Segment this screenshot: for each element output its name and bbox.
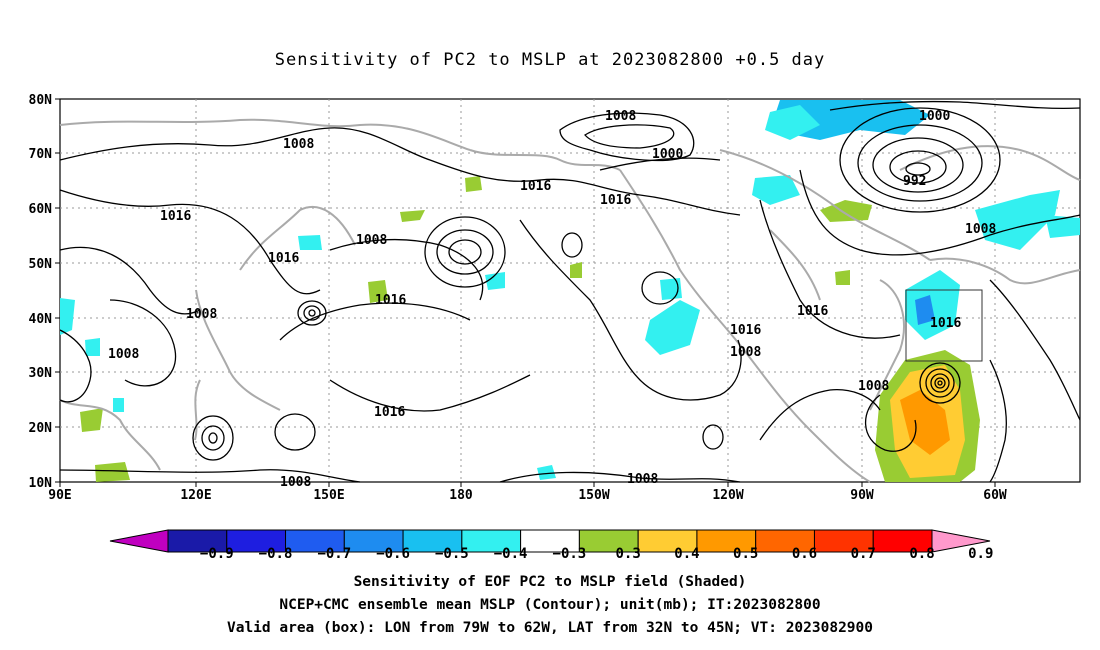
shade-green-6 — [570, 262, 582, 278]
colorbar-label: 0.5 — [733, 546, 758, 562]
lat-label: 50N — [29, 257, 53, 272]
colorbar-arrow-high — [931, 529, 991, 553]
contour-label: 1008 — [280, 475, 311, 490]
shade-green-8 — [95, 462, 130, 482]
lat-label: 30N — [29, 366, 53, 381]
contour-label: 1008 — [605, 109, 636, 124]
contour-label: 1008 — [108, 347, 139, 362]
contour-labels: 1008 1008 1000 1000 992 1016 1016 1016 1… — [108, 109, 996, 490]
contour-label: 1000 — [652, 147, 683, 162]
shade-cyan-west2 — [485, 272, 505, 290]
lon-label: 90W — [850, 488, 874, 503]
colorbar-label: −0.5 — [435, 546, 469, 562]
contour-label: 1016 — [600, 193, 631, 208]
contour-label: 1016 — [374, 405, 405, 420]
colorbar-label: −0.6 — [376, 546, 410, 562]
contour-label: 1008 — [283, 137, 314, 152]
contour-label: 1016 — [268, 251, 299, 266]
shade-green-3 — [400, 210, 425, 222]
contour-label: 1016 — [375, 293, 406, 308]
caption-contour: NCEP+CMC ensemble mean MSLP (Contour); u… — [279, 597, 821, 613]
shade-cyan-b — [975, 190, 1060, 250]
contour-label: 1008 — [356, 233, 387, 248]
colorbar-label: 0.3 — [616, 546, 641, 562]
lon-label: 90E — [48, 488, 71, 503]
contour-label: 1016 — [730, 323, 761, 338]
contour-label: 1008 — [858, 379, 889, 394]
shade-green-5 — [835, 270, 850, 285]
colorbar-label: −0.4 — [494, 546, 528, 562]
lon-label: 150E — [313, 488, 344, 503]
colorbar-label: −0.7 — [317, 546, 351, 562]
contour-label: 1008 — [186, 307, 217, 322]
contour-label: 1008 — [730, 345, 761, 360]
lon-label: 120W — [712, 488, 743, 503]
coastlines — [59, 118, 1081, 483]
contour-label: 992 — [903, 174, 926, 189]
colorbar: −0.9 −0.8 −0.7 −0.6 −0.5 −0.4 −0.3 0.3 0.4 0.5 0.6… — [109, 529, 993, 562]
lat-label: 20N — [29, 421, 53, 436]
shade-cyan-west5 — [113, 398, 124, 412]
shade-cyan-west1 — [298, 235, 322, 250]
contour-label: 1016 — [930, 316, 961, 331]
colorbar-label: 0.4 — [674, 546, 699, 562]
caption-shaded: Sensitivity of EOF PC2 to MSLP field (Sh… — [353, 574, 747, 590]
colorbar-label: −0.9 — [200, 546, 234, 562]
shade-cyan-pac — [645, 300, 700, 355]
lat-label: 70N — [29, 147, 53, 162]
lon-labels: 90E 120E 150E 180 150W 120W 90W 60W — [48, 488, 1007, 503]
contour-label: 1016 — [160, 209, 191, 224]
contour-label: 1000 — [919, 109, 950, 124]
shade-cyan-pac2 — [660, 278, 682, 300]
plot-title: Sensitivity of PC2 to MSLP at 2023082800… — [274, 50, 826, 70]
lon-label: 180 — [449, 488, 473, 503]
colorbar-arrow-low — [109, 529, 169, 553]
shade-green-2 — [465, 176, 482, 192]
lat-labels: 80N 70N 60N 50N 40N 30N 20N 10N — [29, 93, 53, 491]
shade-cyan-c — [1045, 215, 1080, 238]
contour-label: 1016 — [797, 304, 828, 319]
shade-blue-box — [915, 295, 935, 325]
lon-label: 120E — [180, 488, 211, 503]
caption-valid-area: Valid area (box): LON from 79W to 62W, L… — [226, 620, 873, 636]
shade-cyan-west3 — [60, 298, 75, 335]
shade-orange-atl — [900, 390, 950, 455]
lon-label: 150W — [578, 488, 609, 503]
shade-green-7 — [80, 408, 103, 432]
colorbar-label: −0.3 — [553, 546, 587, 562]
axis-ticks — [55, 98, 996, 487]
colorbar-label: 0.6 — [792, 546, 817, 562]
contour-label: 1008 — [965, 222, 996, 237]
lat-label: 60N — [29, 202, 53, 217]
lat-label: 80N — [29, 93, 53, 108]
mslp-contours — [59, 100, 1081, 483]
lat-label: 10N — [29, 476, 53, 491]
shade-cyan-west4 — [85, 338, 100, 356]
shade-cyan-south — [537, 465, 556, 480]
shade-green-4 — [368, 280, 388, 303]
valid-area-box — [905, 289, 983, 362]
lat-label: 40N — [29, 312, 53, 327]
shade-cyan-a — [752, 175, 800, 205]
colorbar-label: −0.8 — [259, 546, 293, 562]
colorbar-label: 0.7 — [851, 546, 876, 562]
shade-cyan-arctic-inner — [765, 105, 820, 140]
lon-label: 60W — [983, 488, 1007, 503]
colorbar-label: 0.9 — [968, 546, 993, 562]
colorbar-label: 0.8 — [909, 546, 934, 562]
contour-label: 1008 — [627, 472, 658, 487]
contour-label: 1016 — [520, 179, 551, 194]
